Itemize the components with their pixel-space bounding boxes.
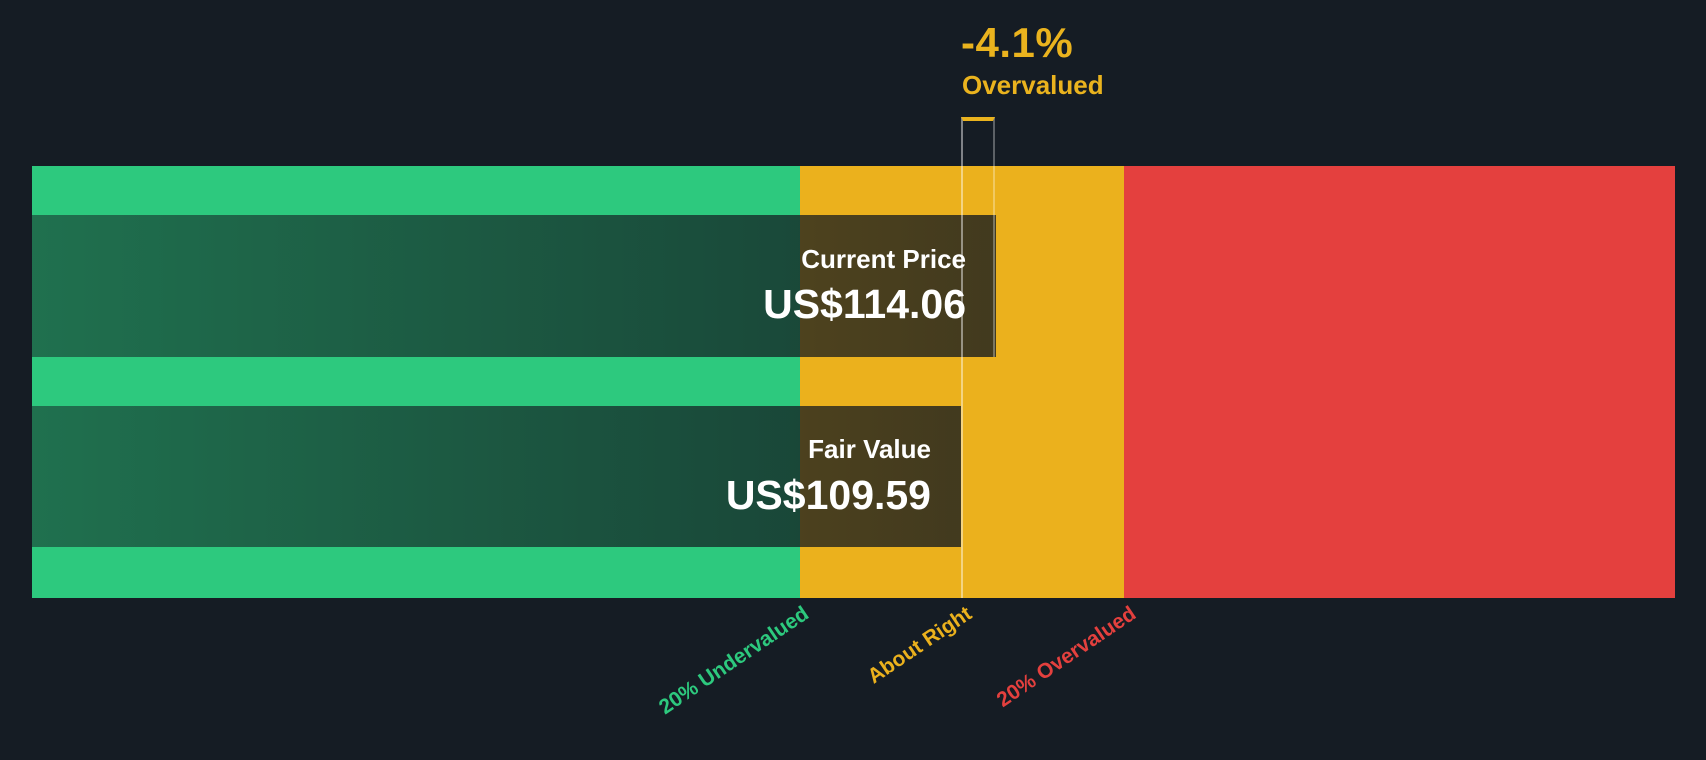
current-price-title: Current Price [801, 243, 966, 274]
price-delta-marker-box [961, 117, 995, 357]
axis-label-overvalued: 20% Overvalued [992, 602, 1140, 712]
valuation-band: Current Price US$114.06 Fair Value US$10… [32, 166, 1675, 598]
delta-percentage: -4.1% [961, 19, 1074, 66]
axis-label-about-right: About Right [863, 602, 976, 689]
fair-value-value: US$109.59 [725, 471, 931, 518]
axis-label-overvalued-anchor: 20% Overvalued [0, 602, 1139, 712]
zone-overvalued [1124, 166, 1675, 598]
delta-status-label: Overvalued [962, 70, 1104, 100]
current-price-bar: Current Price US$114.06 [32, 215, 996, 357]
axis-label-about-right-anchor: About Right [0, 602, 975, 688]
price-marker-line [961, 357, 963, 598]
axis-label-undervalued-anchor: 20% Undervalued [0, 602, 813, 719]
current-price-value: US$114.06 [763, 281, 966, 328]
fair-value-title: Fair Value [808, 434, 931, 465]
axis-label-undervalued: 20% Undervalued [654, 602, 813, 719]
fair-value-bar: Fair Value US$109.59 [32, 406, 961, 547]
